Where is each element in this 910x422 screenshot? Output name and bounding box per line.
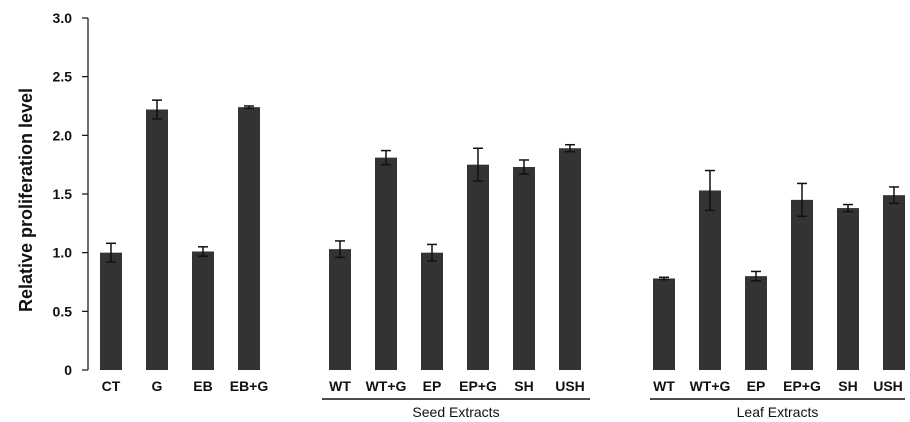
x-tick-label: WT xyxy=(653,378,675,394)
bar xyxy=(559,148,581,370)
y-tick-label: 1.5 xyxy=(53,186,73,202)
bar xyxy=(329,249,351,370)
bar xyxy=(883,195,905,370)
y-tick-label: 2.0 xyxy=(53,127,73,143)
bar xyxy=(837,208,859,370)
bar xyxy=(467,164,489,370)
bar xyxy=(791,199,813,370)
error-bar xyxy=(565,143,575,153)
bar xyxy=(146,109,168,371)
bar xyxy=(375,157,397,370)
y-tick-label: 3.0 xyxy=(53,10,73,26)
error-bar xyxy=(473,147,483,182)
x-tick-label: USH xyxy=(873,378,903,394)
bar xyxy=(699,190,721,370)
error-bar xyxy=(244,105,254,110)
bar xyxy=(100,252,122,370)
bar xyxy=(192,251,214,370)
error-bar xyxy=(705,169,715,212)
error-bar xyxy=(889,186,899,205)
x-tick-label: WT+G xyxy=(366,378,407,394)
error-bar xyxy=(659,276,669,281)
y-axis-title: Relative proliferation level xyxy=(16,88,36,312)
bar xyxy=(653,278,675,370)
bar xyxy=(238,107,260,370)
y-tick-label: 0 xyxy=(64,362,72,378)
error-bar xyxy=(751,270,761,282)
x-tick-label: EP+G xyxy=(783,378,821,394)
error-bar xyxy=(843,203,853,213)
bar xyxy=(513,167,535,370)
x-tick-label: EP xyxy=(423,378,442,394)
bar xyxy=(421,252,443,370)
y-tick-label: 2.5 xyxy=(53,69,73,85)
error-bar xyxy=(381,149,391,166)
error-bar xyxy=(427,243,437,262)
y-tick-label: 1.0 xyxy=(53,245,73,261)
x-tick-label: USH xyxy=(555,378,585,394)
error-bar xyxy=(152,99,162,120)
group-label: Leaf Extracts xyxy=(737,404,819,420)
x-tick-label: CT xyxy=(102,378,121,394)
x-tick-label: SH xyxy=(838,378,857,394)
x-tick-label: EB xyxy=(193,378,212,394)
x-tick-label: WT xyxy=(329,378,351,394)
bar xyxy=(745,276,767,370)
error-bar xyxy=(106,242,116,263)
error-bar xyxy=(797,182,807,218)
group-label: Seed Extracts xyxy=(412,404,499,420)
x-tick-label: SH xyxy=(514,378,533,394)
x-tick-label: WT+G xyxy=(690,378,731,394)
x-tick-label: EP xyxy=(747,378,766,394)
x-tick-label: EP+G xyxy=(459,378,497,394)
error-bar xyxy=(335,240,345,259)
x-tick-label: G xyxy=(152,378,163,394)
error-bar xyxy=(519,159,529,175)
y-tick-label: 0.5 xyxy=(53,303,73,319)
error-bar xyxy=(198,246,208,257)
x-tick-label: EB+G xyxy=(230,378,269,394)
